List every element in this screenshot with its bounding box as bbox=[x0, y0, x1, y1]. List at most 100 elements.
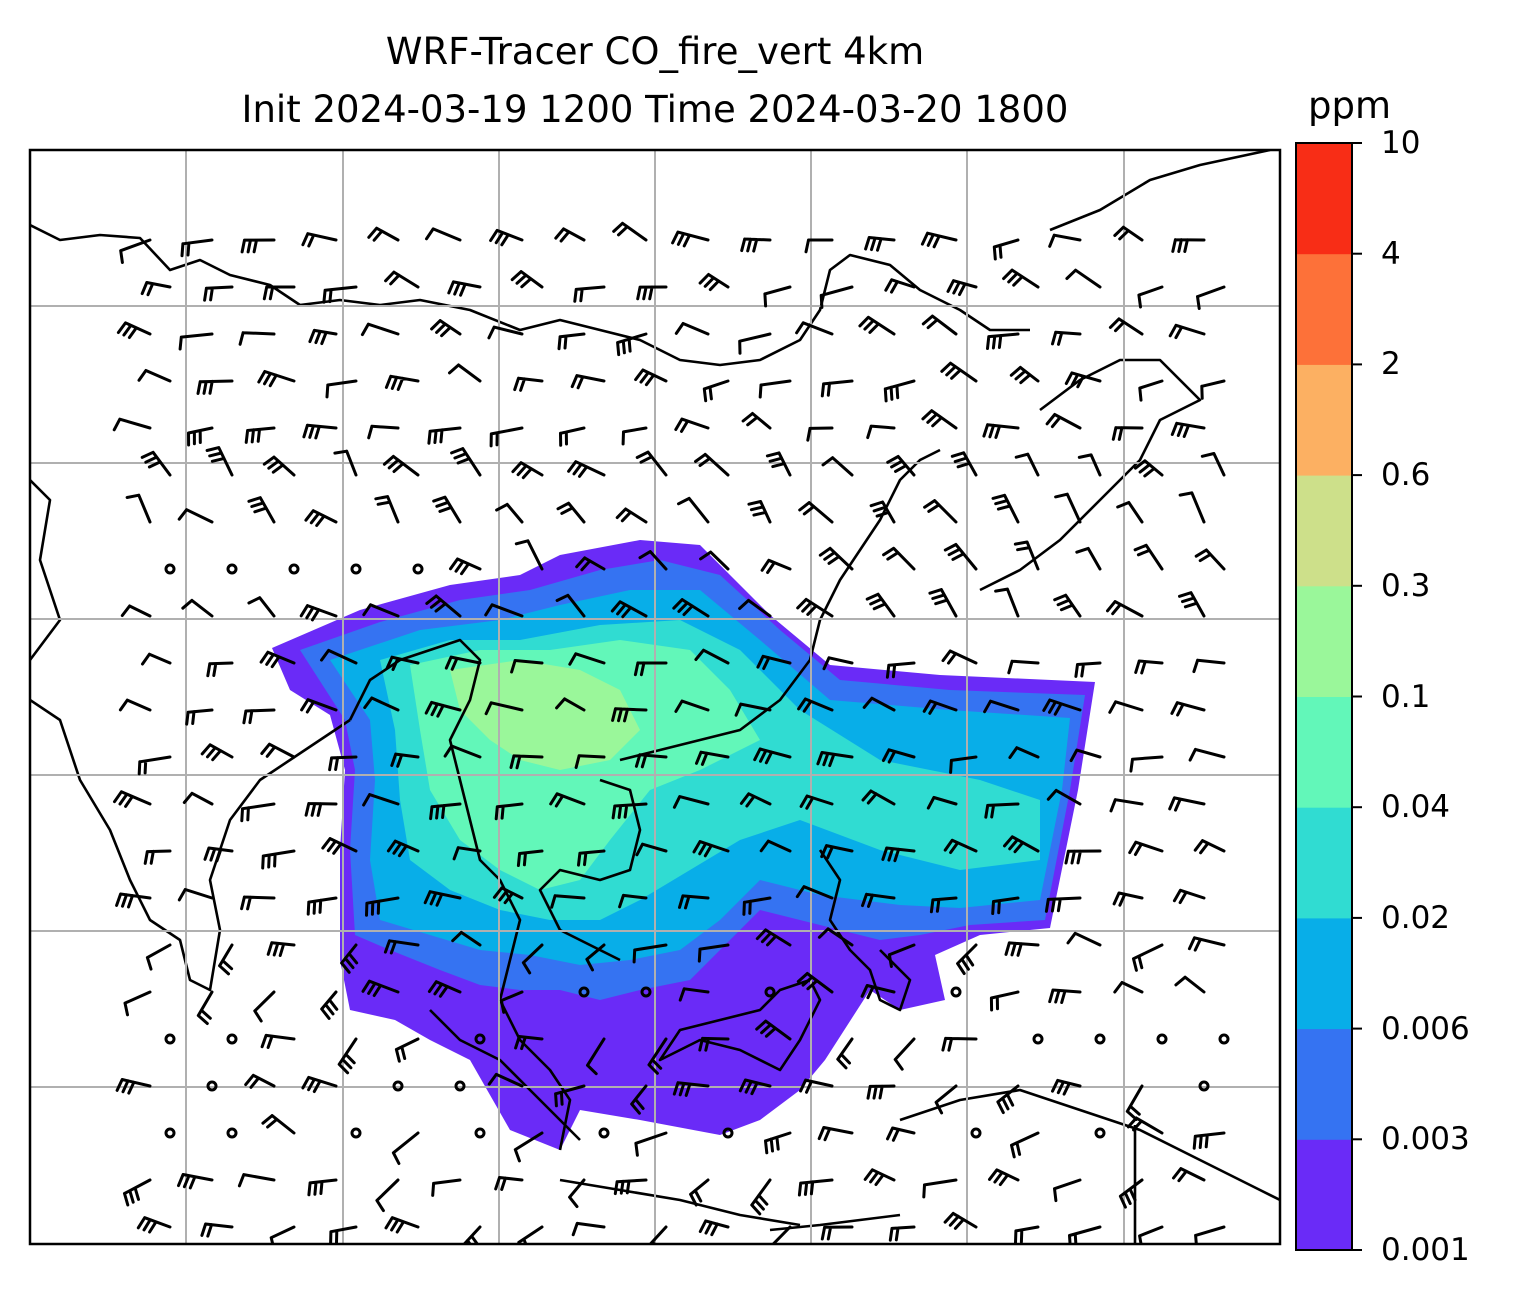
wind-barb bbox=[320, 990, 339, 1020]
wind-barb bbox=[200, 743, 234, 762]
wind-barb bbox=[984, 802, 1020, 819]
wind-barb bbox=[568, 652, 606, 666]
wind-barb bbox=[677, 496, 710, 524]
wind-barb bbox=[983, 699, 1020, 714]
coast-bay-of-bengal bbox=[348, 638, 572, 1151]
wind-barb bbox=[555, 593, 586, 618]
wind-barb bbox=[391, 1131, 420, 1165]
wind-barb bbox=[674, 322, 710, 336]
wind-barb bbox=[820, 379, 854, 398]
wind-barb bbox=[695, 750, 730, 766]
wind-barb bbox=[432, 495, 462, 524]
wind-barb bbox=[694, 452, 730, 477]
wind-barb bbox=[329, 1225, 358, 1244]
wind-barb bbox=[674, 699, 710, 713]
wind-barb bbox=[206, 661, 234, 678]
wind-barb bbox=[1053, 593, 1082, 618]
wind-barbs bbox=[112, 221, 1230, 1244]
wind-barb bbox=[575, 556, 606, 572]
wind-barb bbox=[462, 1225, 482, 1244]
colorbar-tick-label: 0.001 bbox=[1381, 1232, 1470, 1268]
wind-barb bbox=[489, 228, 524, 247]
wind-barb bbox=[771, 1225, 792, 1244]
wind-barb bbox=[1048, 233, 1082, 248]
wind-barb bbox=[261, 1114, 296, 1135]
wind-barb bbox=[672, 795, 710, 809]
wind-barb bbox=[119, 238, 152, 264]
wind-barb bbox=[929, 896, 958, 914]
wind-barb bbox=[734, 702, 772, 717]
calm-wind-circle bbox=[164, 1033, 176, 1045]
wind-barb bbox=[260, 1033, 296, 1049]
wind-barb bbox=[982, 423, 1020, 439]
wind-barb bbox=[430, 319, 462, 338]
wind-barb bbox=[577, 849, 606, 867]
wind-barb bbox=[888, 1225, 916, 1242]
wind-barb bbox=[499, 990, 524, 1014]
wind-barb bbox=[860, 984, 896, 1000]
wind-barb bbox=[820, 844, 854, 860]
wind-barb bbox=[557, 332, 586, 351]
wind-barb bbox=[328, 755, 358, 772]
wind-barb bbox=[1138, 379, 1164, 402]
wind-barb bbox=[140, 281, 172, 297]
wind-barb bbox=[187, 426, 214, 447]
wind-barb bbox=[394, 1037, 420, 1063]
wind-barb bbox=[177, 1173, 214, 1190]
wind-barb bbox=[836, 1037, 854, 1070]
wind-barb bbox=[886, 455, 916, 477]
wind-barb bbox=[143, 849, 172, 865]
wind-barb bbox=[559, 426, 586, 447]
coast-sumatra bbox=[429, 1009, 581, 1141]
wind-barb bbox=[738, 598, 772, 618]
wind-barb bbox=[820, 1225, 854, 1241]
wind-barb bbox=[449, 557, 482, 576]
wind-barb bbox=[136, 1216, 172, 1234]
calm-wind-circle bbox=[392, 1080, 404, 1092]
wind-barb bbox=[885, 661, 916, 679]
wind-barb bbox=[115, 892, 152, 909]
wind-barb bbox=[321, 837, 358, 855]
calm-wind-circle bbox=[970, 1127, 982, 1139]
wind-barb bbox=[1178, 591, 1206, 618]
wind-barb bbox=[816, 751, 854, 768]
wind-barb bbox=[611, 707, 648, 723]
coast-borneo bbox=[658, 978, 822, 1072]
wind-barb bbox=[247, 496, 276, 524]
wind-barb bbox=[934, 1084, 958, 1115]
wind-barb bbox=[238, 331, 276, 346]
wind-barb bbox=[383, 939, 420, 955]
wind-barb bbox=[1106, 600, 1144, 618]
calm-wind-circle bbox=[950, 986, 962, 998]
coast-philippines bbox=[818, 849, 912, 1012]
wind-barb bbox=[1172, 888, 1206, 905]
wind-barb bbox=[956, 943, 978, 975]
wind-barb bbox=[1075, 546, 1102, 571]
wind-barb bbox=[181, 598, 214, 618]
wind-barb bbox=[817, 1126, 854, 1142]
wind-barb bbox=[943, 543, 978, 571]
wind-barb bbox=[796, 597, 834, 618]
wind-barb bbox=[922, 1178, 958, 1199]
coast-new-guinea bbox=[899, 1088, 1280, 1244]
coast-indochina bbox=[538, 778, 642, 962]
colorbar-tick-label: 10 bbox=[1381, 125, 1421, 161]
wind-barb bbox=[123, 990, 152, 1017]
wind-barb bbox=[513, 376, 544, 392]
wind-barb bbox=[692, 840, 730, 858]
wind-barb bbox=[385, 655, 420, 671]
wind-barb bbox=[865, 592, 896, 618]
wind-barb bbox=[678, 987, 710, 1002]
wind-barb bbox=[747, 500, 772, 524]
map-panel bbox=[30, 150, 1280, 1244]
wind-barb bbox=[113, 790, 152, 808]
wind-barb bbox=[487, 325, 524, 340]
wind-barb bbox=[988, 1168, 1020, 1187]
wind-barb bbox=[361, 979, 400, 997]
wind-barb bbox=[1111, 426, 1144, 441]
wind-barb bbox=[302, 423, 338, 440]
wind-barb bbox=[943, 838, 978, 854]
wind-barb bbox=[992, 238, 1020, 261]
wind-barb bbox=[1069, 748, 1102, 763]
wind-barb bbox=[991, 493, 1020, 524]
